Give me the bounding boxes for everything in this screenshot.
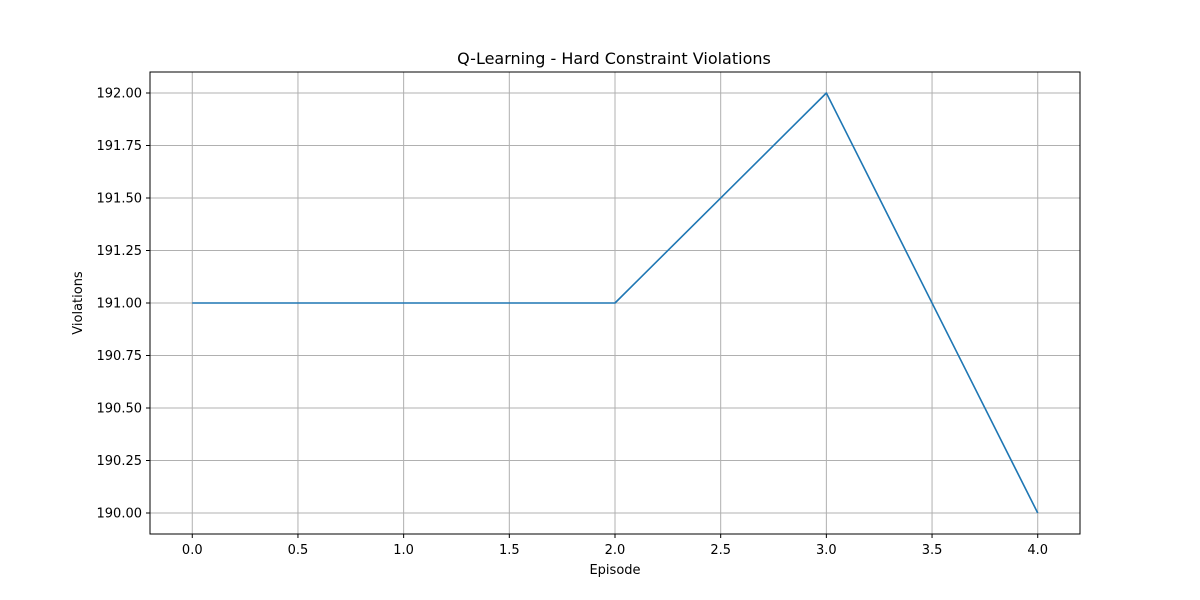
- y-axis-title: Violations: [71, 271, 86, 335]
- y-tick-label: 191.75: [97, 139, 143, 154]
- x-tick-label: 3.5: [922, 543, 943, 558]
- y-tick-label: 191.50: [97, 192, 143, 207]
- x-tick-label: 2.5: [710, 543, 731, 558]
- y-tick-label: 191.00: [97, 297, 143, 312]
- x-tick-label: 2.0: [605, 543, 626, 558]
- y-tick-label: 190.25: [97, 454, 143, 469]
- x-tick-label: 1.0: [393, 543, 414, 558]
- y-axis: 190.00 190.25 190.50 190.75 191.00 191.25 191.…: [97, 87, 150, 522]
- series-layer: [192, 92, 1039, 514]
- y-tick-label: 190.75: [97, 349, 143, 364]
- x-axis: 0.0 0.5 1.0 1.5 2.0 2.5 3.0 3.5 4.0: [182, 534, 1048, 558]
- x-tick-label: 0.5: [288, 543, 309, 558]
- y-tick-label: 192.00: [97, 87, 143, 102]
- y-tick-label: 191.25: [97, 244, 143, 259]
- y-tick-label: 190.50: [97, 402, 143, 417]
- x-tick-label: 3.0: [816, 543, 837, 558]
- x-tick-label: 1.5: [499, 543, 520, 558]
- x-tick-label: 4.0: [1027, 543, 1048, 558]
- y-tick-label: 190.00: [97, 507, 143, 522]
- chart-title: Q-Learning - Hard Constraint Violations: [457, 49, 771, 68]
- x-tick-label: 0.0: [182, 543, 203, 558]
- x-axis-title: Episode: [589, 563, 640, 578]
